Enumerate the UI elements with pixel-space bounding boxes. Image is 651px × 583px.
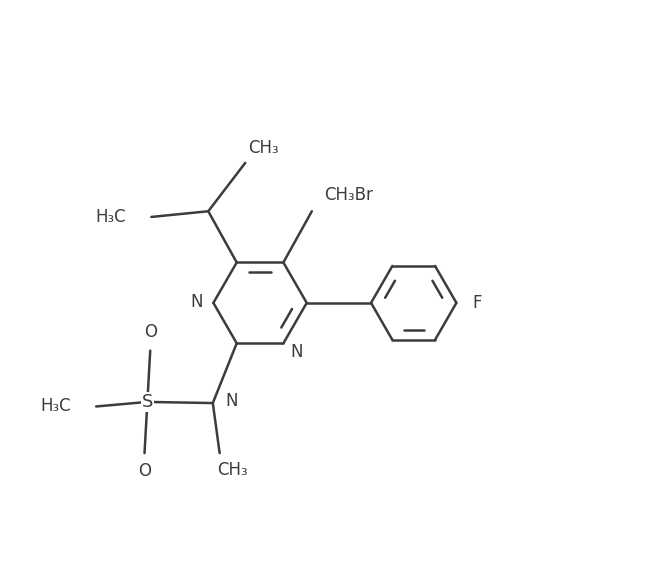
Text: CH₃: CH₃ <box>217 461 247 479</box>
Text: CH₃: CH₃ <box>248 139 279 156</box>
Text: N: N <box>191 293 203 311</box>
Text: N: N <box>225 392 238 410</box>
Text: F: F <box>473 294 482 312</box>
Text: O: O <box>144 324 157 342</box>
Text: CH₃Br: CH₃Br <box>324 187 373 204</box>
Text: N: N <box>290 343 303 361</box>
Text: S: S <box>142 393 153 411</box>
Text: H₃C: H₃C <box>95 208 126 226</box>
Text: H₃C: H₃C <box>40 398 70 416</box>
Text: O: O <box>138 462 151 480</box>
